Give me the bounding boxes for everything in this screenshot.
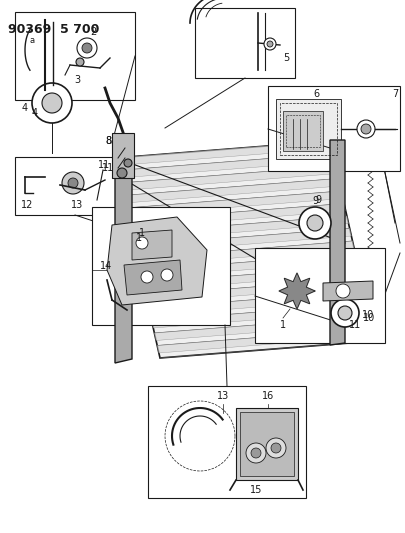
Polygon shape [157, 328, 373, 353]
Polygon shape [278, 273, 314, 309]
Circle shape [124, 159, 132, 167]
Text: 9: 9 [311, 196, 317, 206]
Text: 2: 2 [90, 27, 96, 37]
Text: 1: 1 [279, 320, 286, 330]
Polygon shape [145, 279, 362, 303]
Polygon shape [129, 204, 345, 228]
Bar [112, 133, 134, 178]
Text: 4: 4 [32, 108, 38, 118]
Circle shape [117, 168, 127, 178]
Circle shape [337, 306, 351, 320]
Text: 11: 11 [102, 163, 114, 173]
Circle shape [250, 448, 260, 458]
Polygon shape [148, 291, 364, 316]
Polygon shape [329, 140, 344, 345]
Bar [275, 99, 340, 159]
Text: 8: 8 [104, 136, 111, 146]
Circle shape [360, 124, 370, 134]
Text: 1: 1 [139, 228, 145, 238]
Bar [267, 86, 399, 171]
Text: 12: 12 [21, 200, 33, 210]
Text: 1: 1 [136, 233, 142, 243]
Bar [254, 248, 384, 343]
Polygon shape [154, 316, 370, 341]
Bar [15, 157, 130, 215]
Polygon shape [107, 217, 207, 305]
Text: 5: 5 [282, 53, 288, 63]
Circle shape [68, 178, 78, 188]
Text: 7: 7 [391, 89, 397, 99]
Text: a: a [30, 36, 34, 44]
Bar [239, 412, 293, 476]
Polygon shape [322, 281, 372, 301]
Circle shape [42, 93, 62, 113]
Polygon shape [151, 303, 367, 328]
Polygon shape [123, 179, 339, 203]
Polygon shape [134, 229, 350, 253]
Text: 11: 11 [348, 320, 360, 330]
Text: 16: 16 [261, 391, 273, 401]
Circle shape [270, 443, 280, 453]
Text: 8: 8 [104, 136, 111, 146]
Polygon shape [115, 141, 374, 358]
Polygon shape [120, 166, 337, 190]
Polygon shape [117, 154, 334, 178]
Circle shape [245, 443, 265, 463]
Text: 90369  5 700: 90369 5 700 [8, 23, 99, 36]
Text: 15: 15 [249, 485, 262, 495]
Bar [194, 8, 294, 78]
Polygon shape [137, 241, 353, 265]
Polygon shape [124, 260, 181, 295]
Circle shape [306, 215, 322, 231]
Text: 10: 10 [362, 313, 374, 323]
Circle shape [76, 58, 84, 66]
Text: 9: 9 [314, 195, 320, 205]
Circle shape [161, 269, 173, 281]
Bar [148, 386, 305, 498]
Circle shape [265, 438, 285, 458]
Polygon shape [143, 266, 359, 290]
Circle shape [335, 284, 349, 298]
Polygon shape [132, 230, 172, 260]
Text: 3: 3 [74, 75, 80, 85]
Circle shape [136, 237, 148, 249]
Circle shape [330, 299, 358, 327]
Circle shape [62, 172, 84, 194]
Polygon shape [132, 216, 348, 240]
Bar [282, 111, 322, 151]
Polygon shape [115, 155, 132, 363]
Text: 4: 4 [22, 103, 28, 113]
Polygon shape [140, 254, 356, 278]
Circle shape [32, 83, 72, 123]
Text: 11: 11 [98, 160, 110, 170]
Circle shape [82, 43, 92, 53]
Text: 6: 6 [312, 89, 318, 99]
Bar [15, 12, 135, 100]
Circle shape [263, 38, 275, 50]
Circle shape [298, 207, 330, 239]
Polygon shape [115, 141, 331, 166]
Text: 14: 14 [100, 261, 112, 271]
Bar [92, 207, 230, 325]
Bar [235, 408, 297, 480]
Circle shape [77, 38, 97, 58]
Text: 13: 13 [216, 391, 228, 401]
Text: 10: 10 [361, 310, 373, 320]
Polygon shape [126, 191, 342, 215]
Circle shape [141, 271, 153, 283]
Text: 13: 13 [71, 200, 83, 210]
Circle shape [266, 41, 272, 47]
Circle shape [356, 120, 374, 138]
Bar [285, 115, 319, 147]
Bar [279, 103, 336, 155]
